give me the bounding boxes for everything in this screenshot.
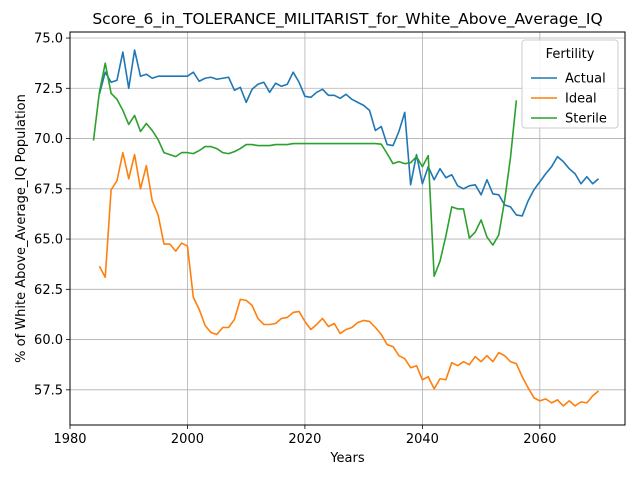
y-tick-label: 70.0 xyxy=(34,132,63,147)
x-axis-label: Years xyxy=(329,451,365,466)
x-tick-label: 2060 xyxy=(523,432,556,447)
x-tick-label: 2040 xyxy=(406,432,439,447)
chart-title: Score_6_in_TOLERANCE_MILITARIST_for_Whit… xyxy=(92,10,602,29)
y-tick-label: 62.5 xyxy=(34,283,63,298)
series-line-ideal xyxy=(98,151,600,407)
y-axis: 57.5 60.0 62.5 65.0 67.5 70.0 72.5 75.0 xyxy=(34,32,70,398)
x-tick-label: 1980 xyxy=(53,432,86,447)
legend-label-actual: Actual xyxy=(565,72,606,87)
x-tick-label: 2020 xyxy=(288,432,321,447)
legend-label-ideal: Ideal xyxy=(565,92,597,107)
series-lines xyxy=(92,49,600,407)
legend-box xyxy=(521,39,619,129)
y-axis-label: % of White Above_Average_IQ Population xyxy=(14,94,29,363)
y-tick-label: 57.5 xyxy=(34,383,63,398)
y-tick-label: 75.0 xyxy=(34,32,63,47)
x-tick-label: 2000 xyxy=(171,432,204,447)
y-tick-label: 67.5 xyxy=(34,182,63,197)
legend-label-sterile: Sterile xyxy=(565,112,607,127)
legend: Fertility Actual Ideal Sterile xyxy=(521,39,619,129)
legend-title: Fertility xyxy=(546,47,595,62)
series-line-sterile xyxy=(92,62,518,278)
x-axis: 1980 2000 2020 2040 2060 xyxy=(53,425,556,447)
y-tick-label: 72.5 xyxy=(34,82,63,97)
plot-frame xyxy=(69,31,626,426)
series-line-actual xyxy=(98,49,600,217)
y-tick-label: 60.0 xyxy=(34,333,63,348)
y-tick-label: 65.0 xyxy=(34,233,63,248)
